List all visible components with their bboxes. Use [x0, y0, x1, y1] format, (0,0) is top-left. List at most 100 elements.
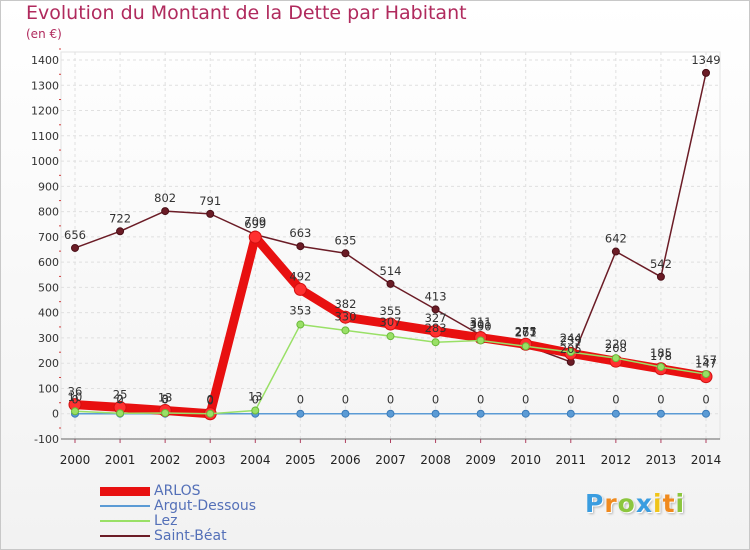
- x-tick-label: 2003: [195, 453, 226, 467]
- data-point: [702, 68, 710, 77]
- y-tick-label: 1100: [31, 130, 59, 143]
- legend-item-saint-beat: Saint-Béat: [100, 529, 360, 544]
- data-label: 0: [116, 393, 123, 407]
- chart-unit: (en €): [26, 27, 62, 41]
- data-label: 0: [297, 393, 304, 407]
- data-point: [656, 362, 665, 371]
- logo-letter: x: [635, 489, 653, 518]
- data-label: 0: [567, 393, 574, 407]
- data-label: 355: [380, 304, 402, 318]
- y-tick-label: 800: [38, 206, 59, 219]
- data-point: [611, 247, 620, 256]
- data-point: [521, 342, 530, 351]
- data-point: [116, 227, 125, 236]
- data-label: 382: [334, 297, 356, 311]
- data-label: 353: [289, 304, 311, 318]
- data-label: 157: [695, 353, 717, 367]
- data-label: 699: [244, 217, 266, 231]
- data-point: [431, 338, 440, 347]
- data-point: [293, 282, 307, 296]
- y-tick-label: 200: [38, 357, 59, 370]
- x-tick-label: 2002: [150, 453, 181, 467]
- logo-letter: i: [675, 489, 686, 518]
- data-point: [386, 279, 395, 288]
- x-tick-label: 2012: [601, 453, 632, 467]
- data-label: 283: [425, 321, 447, 335]
- data-point: [296, 409, 305, 418]
- data-point: [429, 324, 443, 338]
- data-point: [656, 409, 665, 418]
- data-point: [296, 320, 305, 329]
- data-label: 0: [161, 393, 168, 407]
- data-label: 0: [71, 393, 78, 407]
- logo-letter: r: [604, 489, 618, 518]
- data-point: [338, 310, 352, 324]
- y-tick-label: 1300: [31, 79, 59, 92]
- data-label: 301: [470, 318, 492, 332]
- legend-item-argut-dessous: Argut-Dessous: [100, 499, 360, 514]
- data-label: 1349: [691, 53, 720, 67]
- data-label: 10: [68, 390, 83, 404]
- legend-label-arlos: ARLOS: [154, 483, 201, 499]
- y-tick-label: 600: [38, 256, 59, 269]
- legend-item-lez: Lez: [100, 514, 360, 529]
- data-label: 413: [425, 289, 447, 303]
- data-point: [341, 326, 350, 335]
- y-tick-label: 700: [38, 231, 59, 244]
- data-label: 239: [560, 333, 582, 347]
- data-label: 178: [650, 349, 672, 363]
- data-label: 311: [470, 315, 492, 329]
- data-label: 492: [289, 269, 311, 283]
- data-label: 542: [650, 257, 672, 271]
- data-label: 0: [432, 393, 439, 407]
- data-label: 514: [380, 264, 402, 278]
- legend-item-arlos: ARLOS: [100, 484, 360, 499]
- data-point: [71, 407, 79, 416]
- data-label: 290: [470, 319, 492, 333]
- x-tick-label: 2010: [510, 453, 541, 467]
- data-label: 13: [158, 390, 173, 404]
- data-label: 0: [612, 393, 619, 407]
- data-point: [521, 409, 530, 418]
- data-label: 185: [650, 346, 672, 360]
- legend-swatch-lez: [100, 520, 150, 522]
- data-label: 271: [515, 325, 537, 339]
- legend-label-saint-beat: Saint-Béat: [154, 528, 227, 544]
- data-label: 307: [380, 315, 402, 329]
- data-point: [702, 370, 710, 379]
- data-point: [296, 242, 305, 251]
- x-tick-label: 2007: [375, 453, 406, 467]
- y-tick-label: 1000: [31, 155, 59, 168]
- data-label: 244: [560, 331, 582, 345]
- data-label: 722: [109, 211, 131, 225]
- data-point: [206, 409, 215, 418]
- data-label: 267: [515, 325, 537, 339]
- data-label: 330: [334, 309, 356, 323]
- data-label: 3: [161, 392, 168, 406]
- y-tick-label: 100: [38, 382, 59, 395]
- data-label: 0: [702, 393, 709, 407]
- data-label: 0: [207, 393, 214, 407]
- data-point: [161, 207, 170, 216]
- legend-swatch-saint-beat: [100, 535, 150, 537]
- data-point: [476, 409, 485, 418]
- data-point: [476, 336, 485, 345]
- data-label: 2: [116, 392, 123, 406]
- data-point: [566, 348, 575, 357]
- x-tick-label: 2004: [240, 453, 271, 467]
- y-tick-label: 400: [38, 307, 59, 320]
- data-label: 642: [605, 232, 627, 246]
- chart-title: Evolution du Montant de la Dette par Hab…: [26, 2, 467, 24]
- y-tick-label: 1200: [31, 105, 59, 118]
- data-label: 0: [252, 393, 259, 407]
- data-label: 802: [154, 191, 176, 205]
- y-tick-label: 1400: [31, 54, 59, 67]
- data-point: [71, 243, 79, 252]
- data-label: 0: [207, 393, 214, 407]
- data-label: 275: [515, 324, 537, 338]
- legend-label-lez: Lez: [154, 513, 178, 529]
- x-tick-label: 2001: [105, 453, 136, 467]
- data-label: 0: [342, 393, 349, 407]
- legend-label-argut-dessous: Argut-Dessous: [154, 498, 257, 514]
